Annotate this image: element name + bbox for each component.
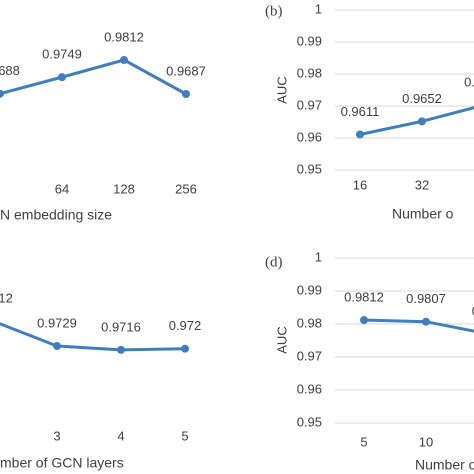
y-tick-label: 0.99 (297, 33, 322, 48)
y-tick-label: 0.98 (297, 65, 322, 80)
y-tick-label: 0.98 (297, 315, 322, 330)
y-tick-label: 0.95 (297, 161, 322, 176)
data-label: 0.9703 (464, 74, 474, 89)
x-axis-title: N embedding size (0, 207, 112, 223)
x-axis-title: Number of (415, 457, 474, 473)
point (182, 90, 190, 98)
data-label: 0.9687 (166, 63, 206, 78)
panel-label: (d) (265, 254, 283, 270)
point (0, 89, 4, 98)
panel-label: (b) (265, 3, 283, 19)
y-tick-label: 0.99 (297, 282, 322, 297)
data-label: 0.9688 (0, 63, 20, 78)
y-tick-label: 0.95 (297, 414, 322, 429)
point (356, 130, 364, 139)
x-tick-label: 128 (113, 181, 135, 196)
y-tick-label: 0.97 (297, 97, 322, 112)
x-tick-label: 256 (175, 181, 197, 196)
y-tick-label: 0.96 (297, 381, 322, 396)
data-label: 0.9749 (42, 47, 82, 62)
x-tick-label: 32 (415, 177, 429, 192)
x-tick-label: 4 (117, 428, 124, 443)
data-label: 0.9807 (406, 291, 446, 306)
series-line (0, 322, 186, 352)
point (120, 56, 128, 64)
point (181, 344, 189, 353)
data-label: 0.9812 (0, 291, 13, 306)
data-label: 0.9812 (344, 289, 384, 304)
y-tick-label: 0.96 (297, 129, 322, 144)
data-label: 0.972 (169, 318, 202, 333)
data-label: 0.9611 (341, 104, 380, 119)
point (418, 117, 426, 126)
x-tick-label: 5 (360, 434, 367, 449)
point (53, 342, 61, 350)
x-tick-label: 5 (181, 428, 188, 443)
x-tick-label: 16 (353, 177, 367, 192)
data-label: 0.9716 (101, 319, 141, 334)
y-axis-title: AUC (274, 326, 289, 353)
x-axis-title: mber of GCN layers (0, 455, 124, 471)
x-tick-label: 3 (53, 428, 60, 443)
point (117, 345, 125, 354)
data-label: 0.977 (472, 303, 474, 318)
y-tick-label: 0.97 (297, 348, 322, 363)
data-label: 0.9729 (37, 315, 77, 330)
point (422, 317, 430, 326)
series-line (363, 318, 474, 333)
data-label: 0.9812 (104, 29, 144, 44)
y-tick-label: 1 (315, 249, 322, 264)
point (58, 73, 66, 82)
series-line (0, 58, 187, 96)
x-tick-label: 10 (419, 434, 433, 449)
y-tick-label: 1 (315, 1, 322, 16)
x-tick-label: 64 (55, 181, 69, 196)
point (360, 316, 368, 325)
data-label: 0.9652 (402, 91, 442, 106)
y-axis-title: AUC (274, 76, 289, 103)
x-axis-title: Number o (392, 206, 454, 222)
